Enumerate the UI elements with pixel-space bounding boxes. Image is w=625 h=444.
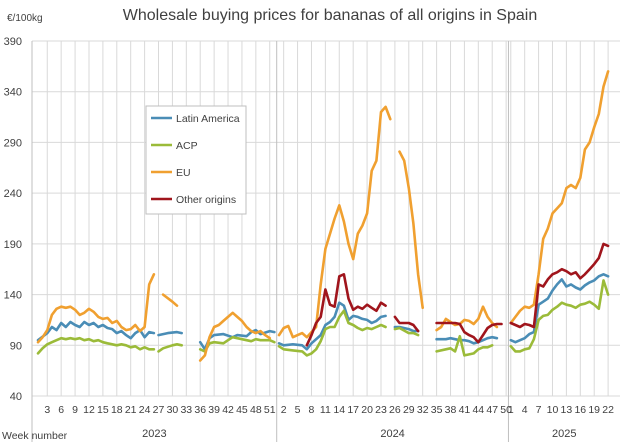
series-line-eu-5 <box>398 150 424 310</box>
series-line-eu-3 <box>198 311 272 362</box>
x-tick-label-21: 21 <box>125 404 137 416</box>
legend-label-acp: ACP <box>176 140 198 152</box>
x-tick-label-30: 30 <box>167 404 179 416</box>
legend-box <box>145 105 247 215</box>
x-tick-label-29: 29 <box>403 404 415 416</box>
legend-label-other-origins: Other origins <box>176 194 236 206</box>
x-tick-label-8: 8 <box>309 404 315 416</box>
legend: Latin America ACP EU Other origins <box>145 105 247 215</box>
series-line-eu-4 <box>277 105 392 339</box>
x-tick-label-41: 41 <box>459 404 471 416</box>
y-tick-label-290: 290 <box>4 137 22 149</box>
year-separators <box>31 41 509 442</box>
series-line-acp-2 <box>157 343 183 353</box>
series-line-eu-1 <box>36 273 156 344</box>
series-line-latin-america-5 <box>393 325 420 333</box>
x-tick-label-51: 51 <box>264 404 276 416</box>
series-line-eu-6 <box>435 305 499 332</box>
x-tick-label-15: 15 <box>97 404 109 416</box>
series-line-other-origins-3 <box>435 321 503 344</box>
x-tick-label-10: 10 <box>547 404 559 416</box>
y-tick-label-40: 40 <box>10 391 22 403</box>
y-tick-label-190: 190 <box>4 239 22 251</box>
x-tick-label-14: 14 <box>333 404 345 416</box>
x-tick-label-35: 35 <box>431 404 443 416</box>
x-tick-label-44: 44 <box>472 404 484 416</box>
series-line-acp-4 <box>277 309 387 357</box>
x-tick-label-26: 26 <box>389 404 401 416</box>
y-tick-label-90: 90 <box>10 340 22 352</box>
year-labels: 2023 2024 2025 <box>142 428 576 440</box>
x-tick-label-45: 45 <box>236 404 248 416</box>
series-line-latin-america-2 <box>157 330 183 337</box>
x-tick-label-12: 12 <box>83 404 95 416</box>
x-tick-label-23: 23 <box>375 404 387 416</box>
x-axis-ticks: 3 6 9 12 15 18 21 24 27 30 33 36 39 42 45 48 51 2 5 8 11 14 17… <box>44 404 614 416</box>
legend-label-latin-america: Latin America <box>176 113 240 125</box>
series-line-latin-america-4 <box>277 301 387 351</box>
x-tick-label-32: 32 <box>417 404 429 416</box>
x-tick-label-27: 27 <box>153 404 165 416</box>
x-tick-label-3: 3 <box>44 404 50 416</box>
y-tick-label-140: 140 <box>4 290 22 302</box>
x-tick-label-38: 38 <box>445 404 457 416</box>
series-line-latin-america-6 <box>435 335 499 345</box>
series-line-eu-7 <box>509 70 610 325</box>
series-line-latin-america-7 <box>509 273 610 344</box>
x-tick-label-2: 2 <box>281 404 287 416</box>
series-lines <box>36 70 610 362</box>
x-tick-label-13: 13 <box>561 404 573 416</box>
x-tick-label-18: 18 <box>111 404 123 416</box>
x-tick-label-4: 4 <box>522 404 528 416</box>
x-tick-label-6: 6 <box>58 404 64 416</box>
x-tick-label-22: 22 <box>602 404 614 416</box>
x-tick-label-50: 50 <box>500 404 512 416</box>
series-line-latin-america-1 <box>36 320 156 342</box>
x-tick-label-11: 11 <box>320 404 331 416</box>
x-axis-label: Week number <box>2 430 68 442</box>
y-tick-label-340: 340 <box>4 87 22 99</box>
series-line-acp-1 <box>36 336 156 355</box>
series-line-acp-7 <box>509 279 610 353</box>
x-tick-label-33: 33 <box>180 404 192 416</box>
series-line-other-origins-1 <box>305 273 387 347</box>
x-tick-label-20: 20 <box>361 404 373 416</box>
x-tick-label-5: 5 <box>295 404 301 416</box>
year-label-2023: 2023 <box>142 428 166 440</box>
x-tick-label-48: 48 <box>250 404 262 416</box>
series-line-acp-3 <box>198 335 276 353</box>
x-tick-label-42: 42 <box>222 404 234 416</box>
x-tick-label-24: 24 <box>139 404 151 416</box>
x-tick-label-47: 47 <box>486 404 498 416</box>
y-tick-label-390: 390 <box>4 36 22 48</box>
y-axis-ticks: 40 90 140 190 240 290 340 390 <box>4 36 22 403</box>
year-label-2025: 2025 <box>552 428 576 440</box>
x-tick-label-39: 39 <box>208 404 220 416</box>
chart-title: Wholesale buying prices for bananas of a… <box>123 7 537 24</box>
series-line-acp-5 <box>393 326 420 337</box>
x-tick-label-17: 17 <box>347 404 359 416</box>
y-tick-label-240: 240 <box>4 188 22 200</box>
x-tick-label-36: 36 <box>194 404 206 416</box>
x-tick-label-1: 1 <box>508 404 514 416</box>
x-tick-label-9: 9 <box>72 404 78 416</box>
x-tick-label-16: 16 <box>574 404 586 416</box>
series-line-eu-2 <box>161 293 179 307</box>
legend-label-eu: EU <box>176 167 191 179</box>
y-axis-unit-label: €/100kg <box>7 13 43 24</box>
series-line-other-origins-4 <box>509 242 610 329</box>
series-line-other-origins-2 <box>393 315 420 333</box>
series-line-acp-6 <box>435 334 494 357</box>
year-label-2024: 2024 <box>380 428 404 440</box>
x-tick-label-7: 7 <box>536 404 542 416</box>
x-tick-label-19: 19 <box>588 404 600 416</box>
